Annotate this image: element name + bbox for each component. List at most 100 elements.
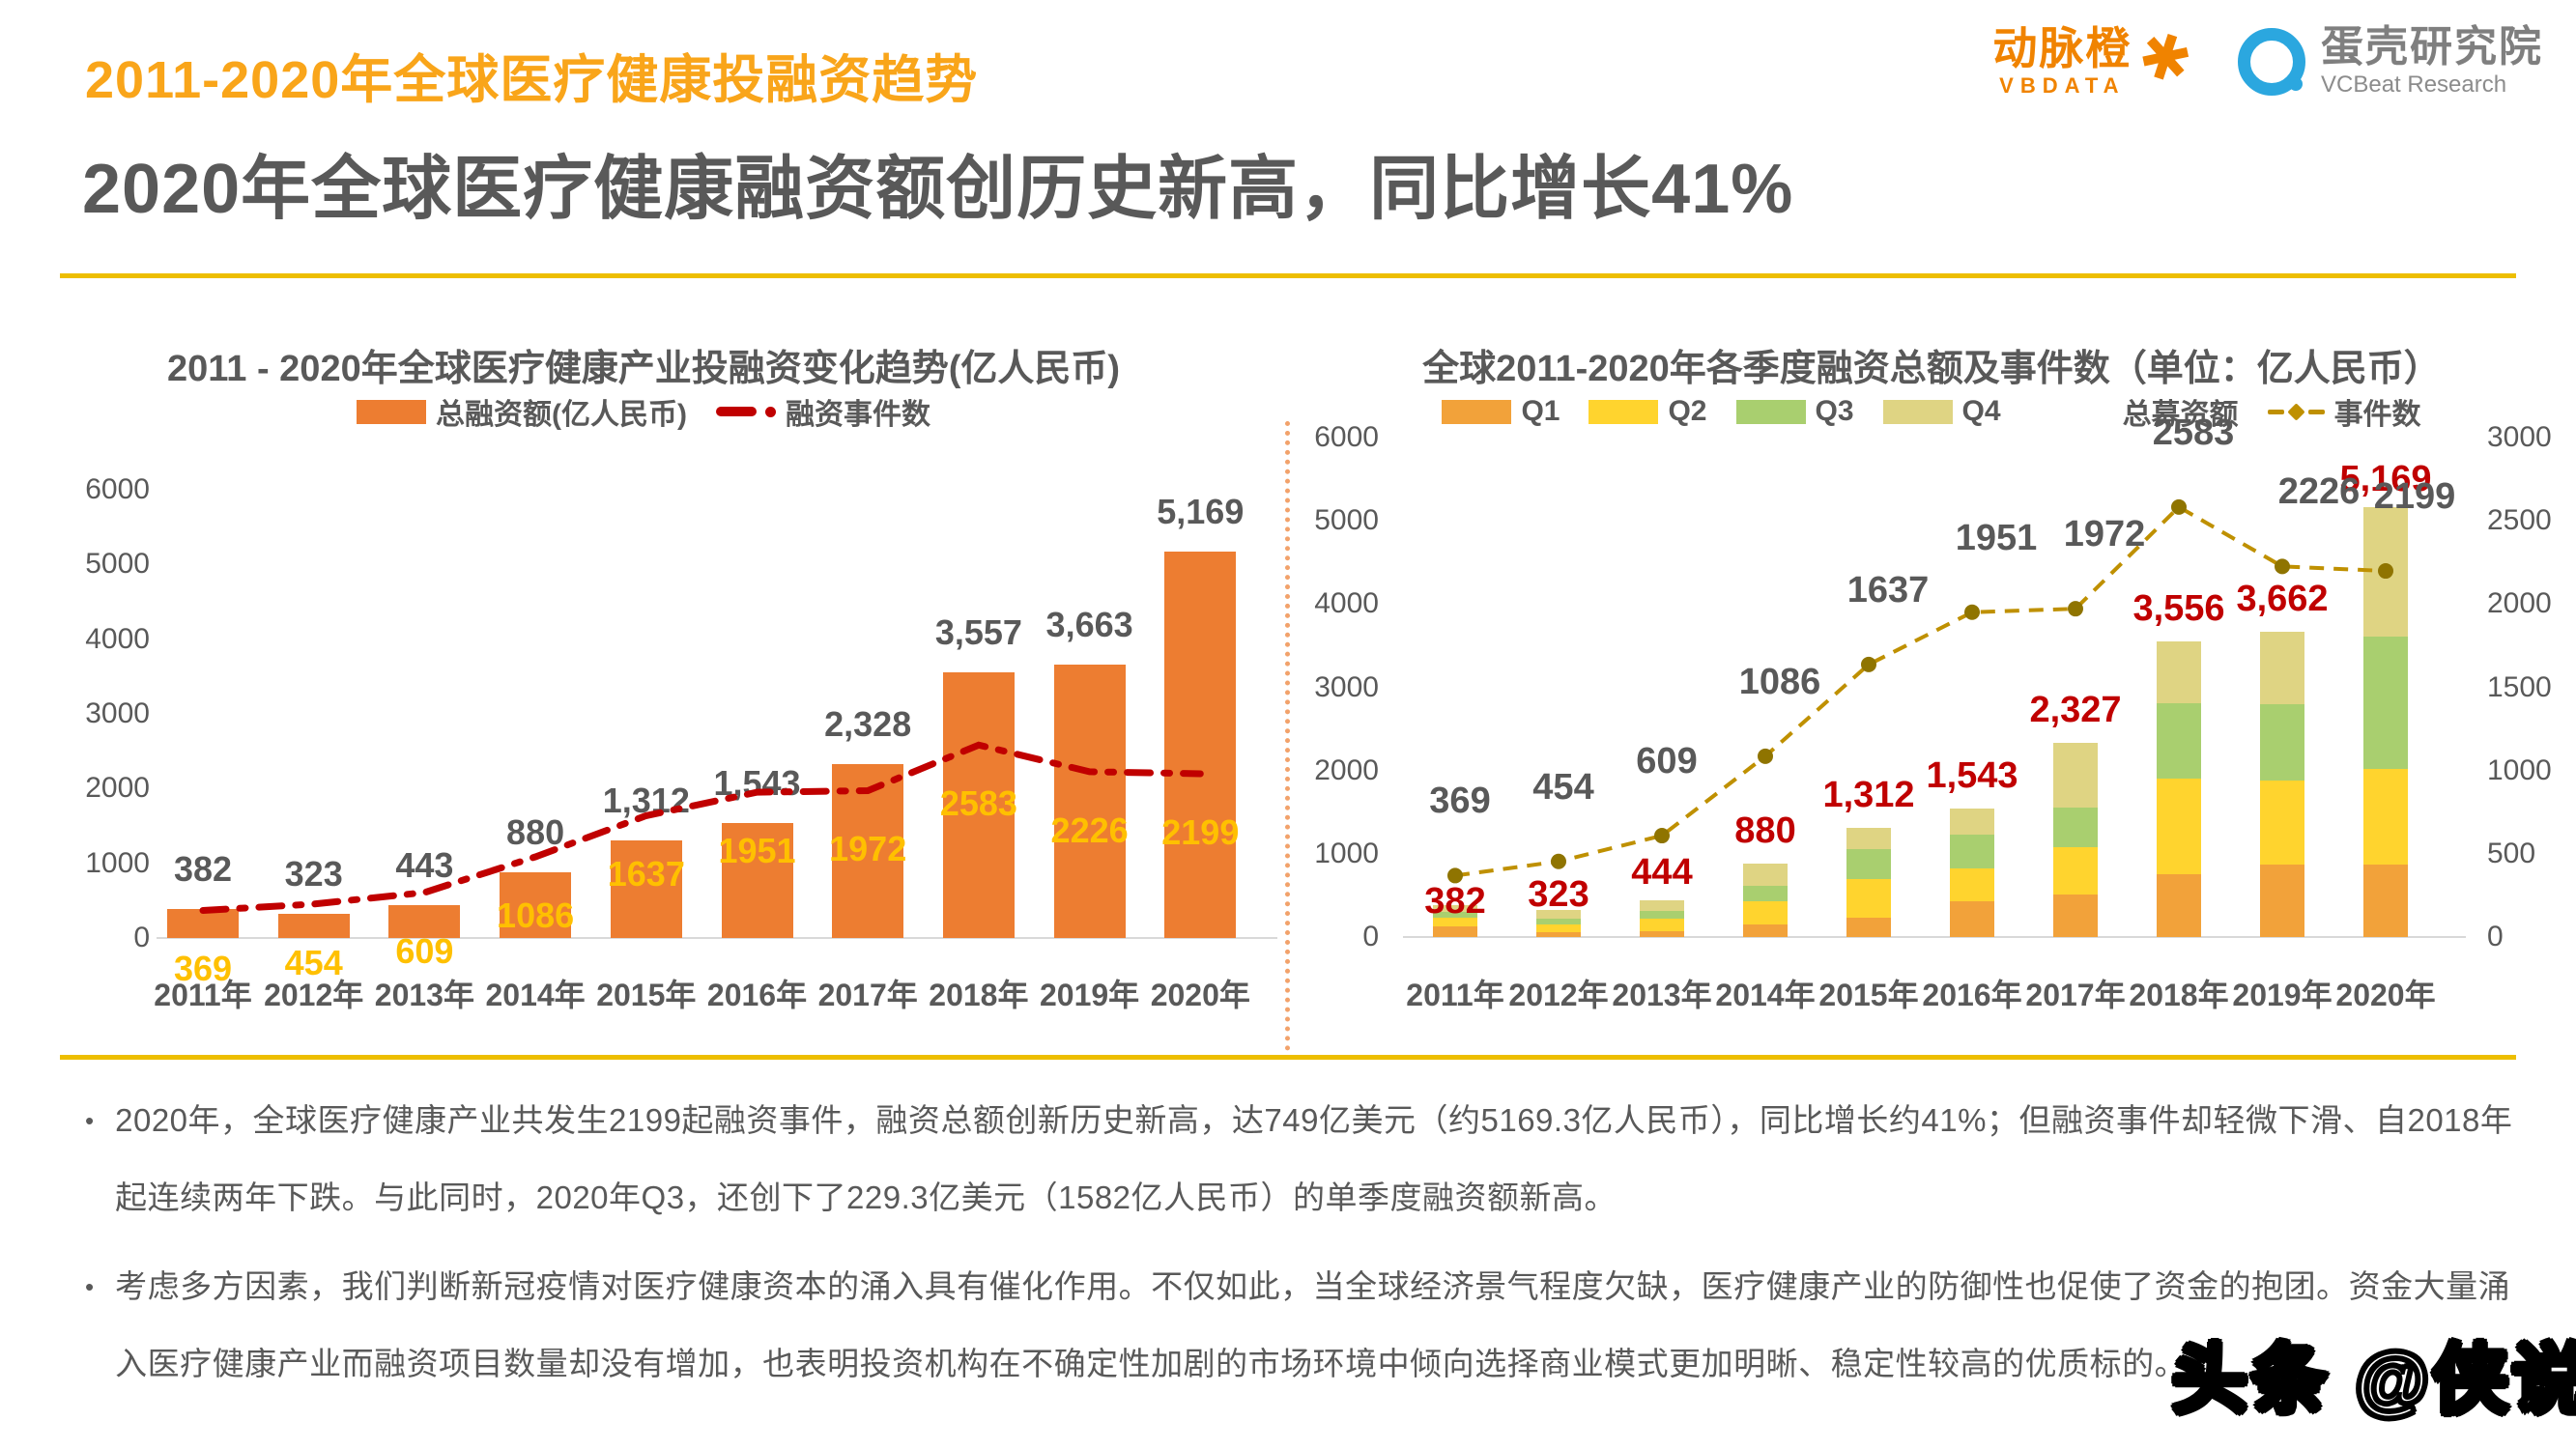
legend-label-total-raised: 总募资额 <box>2122 399 2239 431</box>
right-chart-right-y-tick: 0 <box>2487 921 2504 952</box>
left-y-tick-label: 0 <box>133 922 150 953</box>
right-bar-q2-2016年 <box>1950 868 1994 901</box>
right-bar-q3-2020年 <box>2363 637 2408 769</box>
right-line-series <box>1447 498 2393 884</box>
right-bar-q1-2013年 <box>1640 931 1684 937</box>
left-chart-plot: 0 1000 2000 3000 4000 5000 6000 2011年 2012年 2013年… <box>0 319 1287 1063</box>
left-bar-2016年 <box>721 822 793 938</box>
bullet-marker: • <box>85 1272 95 1301</box>
page-title: 2020年全球医疗健康融资额创历史新高，同比增长41% <box>82 151 1794 228</box>
right-bar-q3-2019年 <box>2260 703 2304 781</box>
right-chart-left-y-tick: 2000 <box>1314 753 1379 786</box>
right-bar-q3-2017年 <box>2053 807 2098 847</box>
left-bar-2018年 <box>942 671 1015 938</box>
right-total-label: 382 <box>1424 881 1486 923</box>
legend-label-event-count: 事件数 <box>2333 399 2421 431</box>
legend-label-total-funding: 总融资额(亿人民币) <box>436 399 687 431</box>
page-kicker: 2011-2020年全球医疗健康投融资趋势 <box>85 51 979 109</box>
legend-dashline-icon-events <box>715 406 776 417</box>
legend-dashline-icon-event-count <box>2267 402 2325 421</box>
right-bar-q2-2013年 <box>1640 919 1684 932</box>
right-bar-q4-2012年 <box>1536 910 1581 920</box>
left-bar-label: 3,557 <box>934 611 1022 652</box>
right-line-label: 1637 <box>1846 569 1930 611</box>
legend-swatch-total-funding <box>357 399 426 424</box>
right-line-marker <box>2275 558 2290 575</box>
legend-label-q4: Q4 <box>1961 395 2001 427</box>
left-line-label: 2583 <box>939 783 1017 824</box>
right-bar-q2-2015年 <box>1846 878 1891 919</box>
vbdata-logo-en: VBDATA <box>1999 73 2126 99</box>
left-x-tick-label: 2014年 <box>485 978 586 1012</box>
legend-label-q1: Q1 <box>1521 395 1560 427</box>
note-text-1: 2020年，全球医疗健康产业共发生2199起融资事件，融资总额创新历史新高，达7… <box>115 1102 2513 1215</box>
right-chart-left-y-tick: 0 <box>1362 921 1379 952</box>
right-total-label: 444 <box>1631 851 1693 893</box>
vcbeat-logo-en: VCBeat Research <box>2321 71 2507 99</box>
right-x-tick-label: 2017年 <box>2025 978 2126 1012</box>
left-x-tick-label: 2018年 <box>929 978 1029 1012</box>
left-y-tick-label: 6000 <box>85 473 150 505</box>
right-bar-q3-2011年 <box>1433 912 1477 919</box>
right-chart-right-y-tick: 1000 <box>2487 753 2552 786</box>
left-y-tick-label: 5000 <box>85 548 150 581</box>
watermark: 头条 @侠说 <box>2170 1335 2576 1424</box>
left-bar-label: 3,663 <box>1045 604 1133 644</box>
right-bar-q3-2012年 <box>1536 919 1581 924</box>
right-x-tick-label: 2011年 <box>1406 978 1504 1012</box>
right-x-tick-label: 2015年 <box>1818 978 1919 1012</box>
right-total-label: 5,169 <box>2339 458 2432 499</box>
notes: • 2020年，全球医疗健康产业共发生2199起融资事件，融资总额创新历史新高，… <box>85 1082 2524 1414</box>
legend-label-q2: Q2 <box>1668 395 1707 427</box>
vbdata-burst-icon: ✱ <box>2130 16 2201 99</box>
right-chart-title: 全球2011-2020年各季度融资总额及事件数（单位：亿人民币） <box>1422 349 2441 389</box>
left-bar-2014年 <box>500 871 572 938</box>
right-chart-left-y-tick: 6000 <box>1314 421 1379 453</box>
right-line-label: 2583 <box>2152 412 2235 453</box>
right-bar-q2-2011年 <box>1433 918 1477 926</box>
right-bar-q3-2014年 <box>1743 885 1788 901</box>
left-bar-2013年 <box>388 904 461 938</box>
right-total-label: 1,543 <box>1926 755 2018 797</box>
right-line-marker <box>2378 563 2393 580</box>
legend-swatch-q4 <box>1882 399 1953 424</box>
left-x-tick-label: 2011年 <box>154 978 252 1012</box>
vcbeat-logo: 蛋壳研究院 VCBeat Research <box>2238 24 2543 99</box>
right-total-label: 3,662 <box>2236 579 2329 620</box>
right-line-label: 454 <box>1532 766 1594 808</box>
vcbeat-logo-text: 蛋壳研究院 VCBeat Research <box>2321 24 2543 99</box>
bullet-marker: • <box>85 1106 95 1135</box>
right-line-marker <box>1447 867 1463 884</box>
legend-label-events: 融资事件数 <box>785 399 930 431</box>
right-bar-q1-2012年 <box>1536 931 1581 937</box>
right-x-tick-label: 2013年 <box>1612 978 1712 1012</box>
right-chart-right-y-tick: 1500 <box>2487 670 2552 703</box>
right-bar-q4-2017年 <box>2053 743 2098 808</box>
left-x-tick-label: 2012年 <box>264 978 364 1012</box>
logos: 动脉橙 VBDATA ✱ 蛋壳研究院 VCBeat Research <box>1992 17 2543 99</box>
left-bar-2012年 <box>277 914 350 938</box>
right-x-tick-label: 2019年 <box>2232 978 2333 1012</box>
right-bar-q4-2011年 <box>1433 905 1477 913</box>
right-chart-left-y-tick: 1000 <box>1314 837 1379 869</box>
right-bar-q3-2015年 <box>1846 848 1891 879</box>
left-bar-label: 323 <box>284 854 343 895</box>
left-bar-label: 443 <box>395 844 454 885</box>
left-line-label: 609 <box>395 930 454 971</box>
right-bar-q4-2018年 <box>2157 640 2201 703</box>
right-bar-q4-2014年 <box>1743 864 1788 886</box>
left-line-label: 1972 <box>829 829 907 869</box>
charts-divider <box>1285 421 1290 1051</box>
right-line-marker <box>1964 604 1980 620</box>
left-line-label: 369 <box>173 949 233 989</box>
right-x-tick-label: 2012年 <box>1508 978 1609 1012</box>
right-chart-legend: Q1 Q2 Q3 Q4 总募资额 事件数 <box>1287 390 2576 433</box>
right-bar-q4-2019年 <box>2260 632 2304 704</box>
right-total-label: 323 <box>1528 874 1589 916</box>
right-line-label: 2199 <box>2373 476 2456 518</box>
left-bar-2019年 <box>1053 664 1126 938</box>
right-bar-q4-2013年 <box>1640 899 1684 912</box>
right-bar-q1-2018年 <box>2157 873 2201 937</box>
right-total-label: 2,327 <box>2029 690 2122 731</box>
right-chart-left-y-tick: 4000 <box>1314 587 1379 620</box>
